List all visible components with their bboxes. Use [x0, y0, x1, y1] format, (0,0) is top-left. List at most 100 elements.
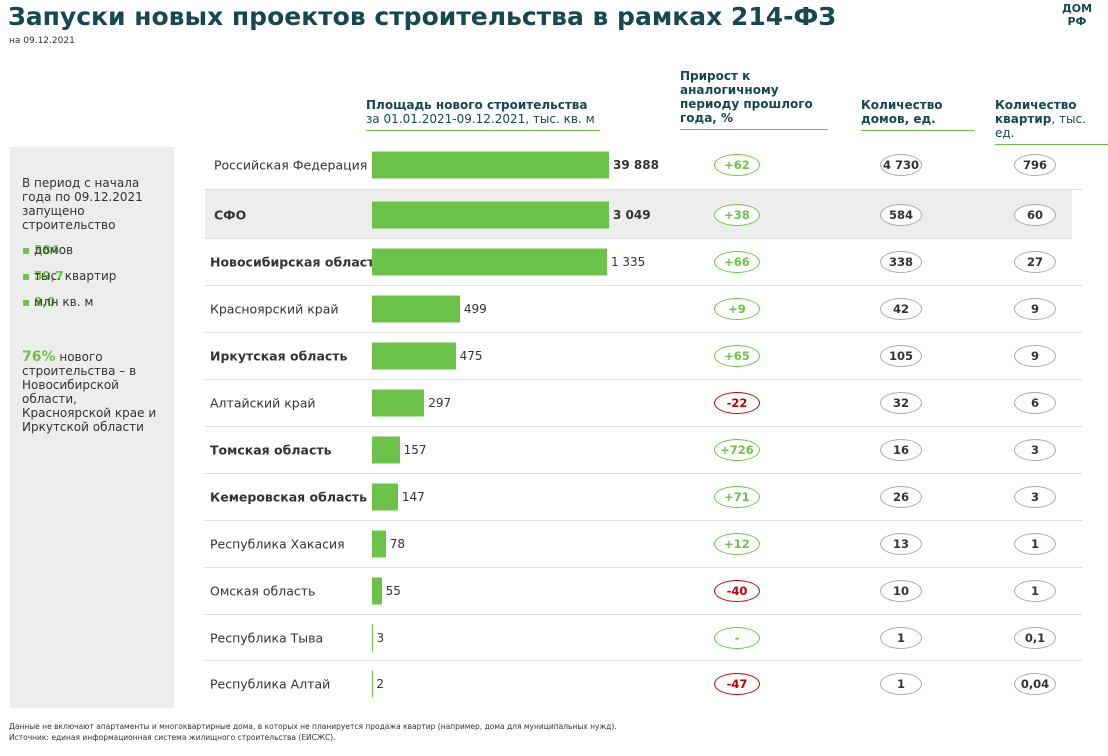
value-label: 78 — [389, 537, 405, 551]
growth-badge: - — [714, 627, 760, 649]
bullet-unit: домов — [34, 243, 74, 257]
flats-badge: 796 — [1014, 154, 1056, 176]
flats-unit: , тыс. ед. — [995, 112, 1086, 140]
bar — [372, 436, 400, 464]
flats-header: Количество квартир, тыс. ед. — [995, 98, 1108, 145]
growth-badge: +726 — [714, 439, 760, 461]
row — [205, 333, 1082, 380]
flats-badge: 27 — [1014, 251, 1056, 273]
bar — [372, 389, 425, 417]
growth-badge: +12 — [714, 533, 760, 555]
value-label: 2 — [376, 677, 384, 691]
flats-badge: 1 — [1014, 580, 1056, 602]
region-name: Томская область — [210, 442, 332, 458]
value-label: 147 — [401, 490, 425, 504]
bullet-unit: млн кв. м — [34, 295, 94, 309]
region-name: Омская область — [210, 583, 316, 599]
houses-badge: 4 730 — [880, 154, 922, 176]
houses-badge: 26 — [880, 486, 922, 508]
sidebar: В период с начала года по 09.12.2021 зап… — [10, 147, 174, 708]
flats-badge: 6 — [1014, 392, 1056, 414]
houses-badge: 584 — [880, 204, 922, 226]
flats-badge: 60 — [1014, 204, 1056, 226]
value-label: 475 — [459, 349, 483, 363]
region-name: Кемеровская область — [210, 489, 368, 505]
area-header: Площадь нового строительства за 01.01.202… — [366, 98, 600, 131]
region-name: Новосибирская область — [210, 254, 383, 270]
row — [205, 190, 1072, 239]
bullet-value: 3,0 — [34, 295, 56, 309]
region-name: Республика Тыва — [210, 630, 324, 646]
houses-badge: 1 — [880, 673, 922, 695]
growth-badge: +65 — [714, 345, 760, 367]
bar — [372, 201, 609, 229]
bar — [372, 624, 373, 652]
bar-area — [372, 389, 609, 417]
share-text: нового строительства – в Новосибирской о… — [22, 350, 157, 434]
flats-badge: 0,1 — [1014, 627, 1056, 649]
sidebar-intro: В период с начала года по 09.12.2021 зап… — [22, 176, 143, 232]
bullet-unit: тыс. квартир — [34, 269, 117, 283]
sidebar-bullet: ▪ 59,7 тыс. квартир — [22, 269, 164, 283]
area-title: Площадь нового строительства — [366, 98, 588, 112]
row — [205, 615, 1082, 661]
bar-area — [372, 342, 609, 370]
bar-area — [372, 151, 609, 179]
region-name: Иркутская область — [210, 348, 348, 364]
share-value: 76% — [22, 349, 56, 365]
houses-badge: 13 — [880, 533, 922, 555]
growth-badge: +62 — [714, 154, 760, 176]
logo-bottom: РФ — [1067, 15, 1087, 28]
bar — [372, 483, 398, 511]
bar — [372, 342, 456, 370]
bar-area — [372, 577, 609, 605]
sidebar-bullet: ▪ 3,0 млн кв. м — [22, 295, 164, 309]
houses-badge: 16 — [880, 439, 922, 461]
value-label: 157 — [403, 443, 427, 457]
houses-badge: 338 — [880, 251, 922, 273]
growth-badge: -40 — [714, 580, 760, 602]
value-label: 55 — [385, 584, 401, 598]
flats-title: Количество квартир — [995, 98, 1077, 126]
growth-badge: +9 — [714, 298, 760, 320]
flats-badge: 9 — [1014, 345, 1056, 367]
value-label: 1 335 — [610, 255, 646, 269]
growth-header: Прирост к аналогичному периоду прошлого … — [680, 69, 828, 130]
bar — [372, 295, 460, 323]
growth-badge: +66 — [714, 251, 760, 273]
bullet-value: 59,7 — [34, 269, 64, 283]
value-label: 39 888 — [613, 158, 659, 172]
value-label: 3 — [376, 631, 385, 645]
footnote: Данные не включают апартаменты и многокв… — [9, 722, 617, 731]
row — [205, 286, 1082, 333]
title: Запуски новых проектов строительства в р… — [8, 2, 837, 31]
logo-top: ДОМ — [1062, 2, 1093, 15]
row — [205, 147, 1082, 190]
bar-area — [372, 483, 609, 511]
bar — [372, 151, 609, 179]
flats-badge: 0,04 — [1014, 673, 1056, 695]
flats-badge: 9 — [1014, 298, 1056, 320]
bar — [372, 577, 382, 605]
bar-area — [372, 295, 609, 323]
value-label: 3 049 — [613, 208, 651, 222]
row — [205, 521, 1082, 568]
growth-badge: +38 — [714, 204, 760, 226]
region-name: Республика Алтай — [210, 676, 331, 692]
region-name: Республика Хакасия — [210, 536, 345, 552]
bar-area — [372, 624, 609, 652]
bar-area — [372, 201, 609, 229]
growth-badge: +71 — [714, 486, 760, 508]
row — [205, 661, 1082, 707]
bar — [372, 530, 386, 558]
houses-badge: 1 — [880, 627, 922, 649]
row — [205, 568, 1082, 615]
bar — [372, 248, 607, 276]
bar-area — [372, 670, 609, 698]
houses-badge: 32 — [880, 392, 922, 414]
flats-badge: 1 — [1014, 533, 1056, 555]
row — [205, 380, 1082, 427]
growth-badge: -22 — [714, 392, 760, 414]
flats-badge: 3 — [1014, 439, 1056, 461]
